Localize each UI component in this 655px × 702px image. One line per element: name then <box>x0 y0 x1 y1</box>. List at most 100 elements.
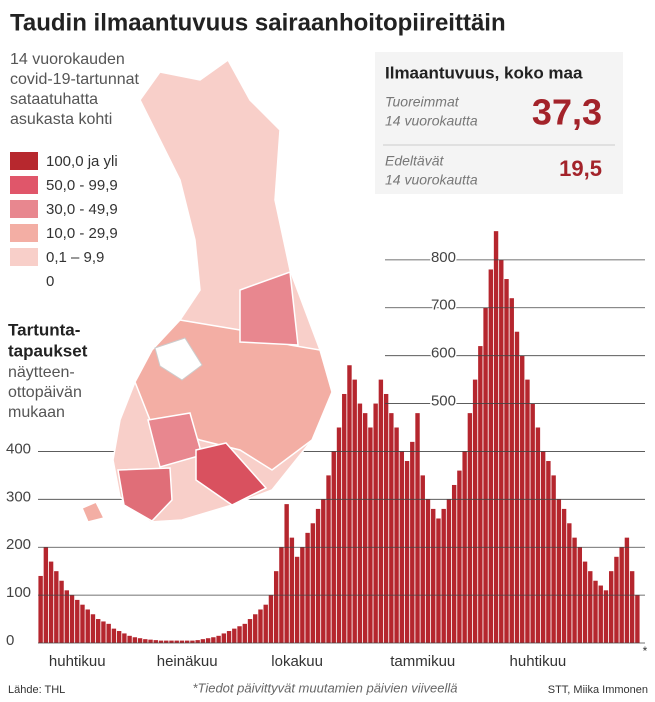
bar <box>614 556 619 643</box>
bar <box>69 595 75 643</box>
info-label: Tuoreimmat <box>385 94 460 110</box>
y-tick-label: 800 <box>431 249 456 266</box>
bar <box>232 628 237 643</box>
bar <box>96 619 101 643</box>
bar <box>446 499 452 643</box>
bar <box>588 571 593 643</box>
legend-label: 0,1 – 9,9 <box>46 249 104 266</box>
y-tick-label: 700 <box>431 297 456 314</box>
bar <box>493 231 499 643</box>
bar <box>205 638 211 643</box>
bar <box>525 379 530 643</box>
chart-subtitle: mukaan <box>8 404 65 421</box>
bar <box>582 561 588 643</box>
bar <box>54 571 59 643</box>
map-region <box>117 467 173 522</box>
bar <box>572 537 577 643</box>
bar <box>38 575 43 643</box>
chart-title: tapaukset <box>8 341 88 360</box>
bar <box>164 640 169 643</box>
bar <box>148 639 153 643</box>
bar <box>101 621 106 643</box>
bar <box>253 614 258 643</box>
info-label: Edeltävät <box>385 153 444 169</box>
map-region <box>195 442 268 506</box>
bar <box>624 537 630 643</box>
bar <box>373 403 378 643</box>
bar <box>530 403 535 643</box>
bar <box>420 475 425 643</box>
bar <box>342 393 347 643</box>
bar <box>378 379 384 643</box>
chart-subtitle: näytteen- <box>8 364 75 381</box>
bar <box>143 639 148 643</box>
bar <box>472 379 478 643</box>
bar <box>184 640 190 643</box>
bar <box>179 640 185 643</box>
bar <box>305 532 310 643</box>
legend-label: 0 <box>46 273 54 290</box>
bar <box>137 638 143 643</box>
credit: STT, Miika Immonen <box>548 684 648 696</box>
legend-swatch <box>10 248 38 266</box>
bar <box>106 623 111 643</box>
bar <box>509 298 514 643</box>
bar <box>514 331 520 643</box>
bar <box>75 599 80 643</box>
bar <box>410 441 415 643</box>
info-value: 19,5 <box>559 156 602 181</box>
bar <box>467 413 473 643</box>
map-region <box>154 337 203 381</box>
bar <box>488 269 494 643</box>
info-label: 14 vuorokautta <box>385 113 478 129</box>
bar <box>451 484 457 643</box>
x-tick-label: heinäkuu <box>157 653 218 670</box>
bar <box>116 631 122 643</box>
bar <box>64 590 69 643</box>
y-tick-label: 600 <box>431 345 456 362</box>
bar <box>556 499 562 643</box>
bar <box>598 585 603 643</box>
source: Lähde: THL <box>8 684 65 696</box>
info-title: Ilmaantuvuus, koko maa <box>385 63 583 82</box>
map-subtitle: covid-19-tartunnat <box>10 71 140 88</box>
bar <box>284 504 289 643</box>
bar <box>609 571 614 643</box>
bar <box>483 307 488 643</box>
legend-label: 100,0 ja yli <box>46 153 118 170</box>
info-value: 37,3 <box>532 92 602 133</box>
bar <box>436 518 441 643</box>
bar <box>263 604 268 643</box>
legend-swatch <box>10 224 38 242</box>
bar <box>59 580 64 643</box>
bar <box>242 623 247 643</box>
bar <box>90 614 96 643</box>
legend-swatch <box>10 176 38 194</box>
bar <box>457 470 462 643</box>
bar <box>211 637 216 643</box>
x-tick-label: lokakuu <box>271 653 323 670</box>
map-region <box>81 501 106 523</box>
bar <box>237 626 242 643</box>
map-legend: 14 vuorokauden covid-19-tartunnat sataatuh… <box>10 51 140 290</box>
bar-chart: huhtikuu heinäkuu lokakuu tammikuu huhtikuu 0… <box>6 231 645 670</box>
bar <box>169 640 174 643</box>
bar <box>158 640 164 643</box>
bar <box>48 561 54 643</box>
bar <box>80 604 85 643</box>
bar <box>289 537 295 643</box>
chart-subtitle: ottopäivän <box>8 384 82 401</box>
bar <box>561 508 567 643</box>
y-tick-label: 400 <box>6 440 31 457</box>
map <box>81 58 333 523</box>
bar <box>357 403 363 643</box>
bar <box>347 365 352 643</box>
map-subtitle: asukasta kohti <box>10 111 112 128</box>
x-tick-label: tammikuu <box>390 653 455 670</box>
legend-label: 10,0 - 29,9 <box>46 225 118 242</box>
bar <box>383 393 389 643</box>
info-box: Ilmaantuvuus, koko maa Tuoreimmat 14 vuo… <box>375 52 623 194</box>
bar <box>546 461 551 643</box>
bar <box>268 595 274 643</box>
y-tick-label: 300 <box>6 488 31 505</box>
